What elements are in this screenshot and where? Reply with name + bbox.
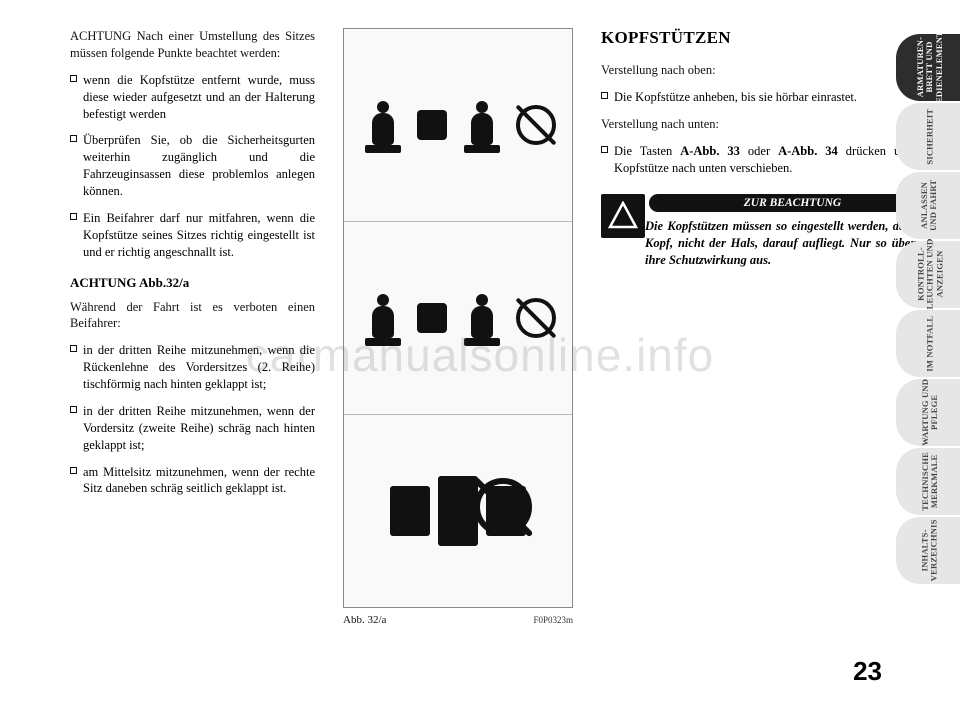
left-sub-intro: Während der Fahrt ist es verboten einen … xyxy=(70,299,315,333)
left-bullet-c1-text: in der dritten Reihe mitzunehmen, wenn d… xyxy=(83,342,315,393)
figure-panel-2 xyxy=(344,221,572,414)
figure-caption-row: Abb. 32/a F0P0323m xyxy=(343,614,573,626)
tab-technische[interactable]: TECHNISCHE MERKMALE xyxy=(896,448,960,515)
tab-label: SICHERHEIT xyxy=(925,109,934,165)
left-bullet-2-text: Überprüfen Sie, ob die Sicherheitsgurten… xyxy=(83,132,315,200)
tab-inhalt[interactable]: INHALTS- VERZEICHNIS xyxy=(896,517,960,584)
seat-pictogram xyxy=(459,95,505,155)
content-area: ACHTUNG Nach einer Umstellung des Sitzes… xyxy=(0,0,960,709)
left-bullet-c2-text: in der dritten Reihe mitzunehmen, wenn d… xyxy=(83,403,315,454)
warning-triangle-icon xyxy=(601,194,645,238)
right-p1: Verstellung nach oben: xyxy=(601,62,936,79)
left-bullet-1: wenn die Kopfstütze entfernt wurde, muss… xyxy=(70,72,315,123)
warning-body: ZUR BEACHTUNG Die Kopfstützen müssen so … xyxy=(645,194,936,269)
manual-page: ACHTUNG Nach einer Umstellung des Sitzes… xyxy=(0,0,960,709)
tab-kontrollleuchten[interactable]: KONTROLL- LEUCHTEN UND ANZEIGEN xyxy=(896,241,960,308)
tab-label: INHALTS- VERZEICHNIS xyxy=(921,520,940,582)
seat-pictogram xyxy=(360,288,406,348)
figure-code: F0P0323m xyxy=(533,615,573,625)
right-bullet-2: Die Tasten A-Abb. 33 oder A-Abb. 34 drüc… xyxy=(601,143,936,177)
page-number: 23 xyxy=(853,656,882,687)
right-bullet-1: Die Kopfstütze anheben, bis sie hörbar e… xyxy=(601,89,936,106)
bullet-icon xyxy=(601,92,608,99)
left-bullet-2: Überprüfen Sie, ob die Sicherheitsgurten… xyxy=(70,132,315,200)
folded-seat-icon xyxy=(417,303,447,333)
right-column: KOPFSTÜTZEN Verstellung nach oben: Die K… xyxy=(601,28,936,689)
tab-label: ANLASSEN UND FAHRT xyxy=(921,180,940,231)
figure-caption: Abb. 32/a xyxy=(343,614,386,626)
rb2-mid: oder xyxy=(740,144,778,158)
rb2-b2: A-Abb. 34 xyxy=(778,144,838,158)
tab-wartung[interactable]: WARTUNG UND PFLEGE xyxy=(896,379,960,446)
folded-seat-icon xyxy=(417,110,447,140)
tab-label: ARMATUREN- BRETT UND BEDIENELEMENTE xyxy=(916,26,944,110)
left-bullet-c3: am Mittelsitz mitzunehmen, wenn der rech… xyxy=(70,464,315,498)
seat-pictogram xyxy=(459,288,505,348)
tab-label: IM NOTFALL xyxy=(925,316,934,372)
warning-box: ZUR BEACHTUNG Die Kopfstützen müssen so … xyxy=(601,194,936,269)
bullet-icon xyxy=(70,135,77,142)
right-bullet-1-text: Die Kopfstütze anheben, bis sie hörbar e… xyxy=(614,89,857,106)
bullet-icon xyxy=(70,406,77,413)
prohibit-icon xyxy=(516,298,556,338)
bullet-icon xyxy=(601,146,608,153)
rb2-b1: A-Abb. 33 xyxy=(680,144,740,158)
bullet-icon xyxy=(70,75,77,82)
seat-block-icon xyxy=(390,486,430,536)
chapter-tabs: ARMATUREN- BRETT UND BEDIENELEMENTE SICH… xyxy=(896,34,960,584)
bullet-icon xyxy=(70,213,77,220)
left-column: ACHTUNG Nach einer Umstellung des Sitzes… xyxy=(70,28,315,689)
left-intro: ACHTUNG Nach einer Umstellung des Sitzes… xyxy=(70,28,315,62)
tab-label: TECHNISCHE MERKMALE xyxy=(921,452,940,511)
tab-anlassen[interactable]: ANLASSEN UND FAHRT xyxy=(896,172,960,239)
tab-label: KONTROLL- LEUCHTEN UND ANZEIGEN xyxy=(916,239,944,310)
tab-im-notfall[interactable]: IM NOTFALL xyxy=(896,310,960,377)
section-title: KOPFSTÜTZEN xyxy=(601,28,936,48)
figure-column: Abb. 32/a F0P0323m xyxy=(343,28,573,689)
prohibit-icon xyxy=(516,105,556,145)
left-bullet-1-text: wenn die Kopfstütze entfernt wurde, muss… xyxy=(83,72,315,123)
warning-text: Die Kopfstützen müssen so eingestellt we… xyxy=(645,218,936,269)
left-bullet-c1: in der dritten Reihe mitzunehmen, wenn d… xyxy=(70,342,315,393)
seat-pictogram xyxy=(360,95,406,155)
tab-sicherheit[interactable]: SICHERHEIT xyxy=(896,103,960,170)
tab-label: WARTUNG UND PFLEGE xyxy=(921,379,940,446)
seat-block-icon xyxy=(438,476,478,546)
rb2-pre: Die Tasten xyxy=(614,144,680,158)
tab-armaturenbrett[interactable]: ARMATUREN- BRETT UND BEDIENELEMENTE xyxy=(896,34,960,101)
bullet-icon xyxy=(70,467,77,474)
figure-panel-1 xyxy=(344,29,572,221)
right-p2: Verstellung nach unten: xyxy=(601,116,936,133)
left-bullet-c3-text: am Mittelsitz mitzunehmen, wenn der rech… xyxy=(83,464,315,498)
right-bullet-2-text: Die Tasten A-Abb. 33 oder A-Abb. 34 drüc… xyxy=(614,143,936,177)
warning-heading: ZUR BEACHTUNG xyxy=(649,194,936,212)
left-bullet-3-text: Ein Beifahrer darf nur mitfahren, wenn d… xyxy=(83,210,315,261)
left-bullet-3: Ein Beifahrer darf nur mitfahren, wenn d… xyxy=(70,210,315,261)
left-subhead: ACHTUNG Abb.32/a xyxy=(70,275,315,291)
figure-box xyxy=(343,28,573,608)
bullet-icon xyxy=(70,345,77,352)
prohibit-icon xyxy=(474,478,532,536)
figure-panel-3 xyxy=(344,414,572,607)
left-bullet-c2: in der dritten Reihe mitzunehmen, wenn d… xyxy=(70,403,315,454)
